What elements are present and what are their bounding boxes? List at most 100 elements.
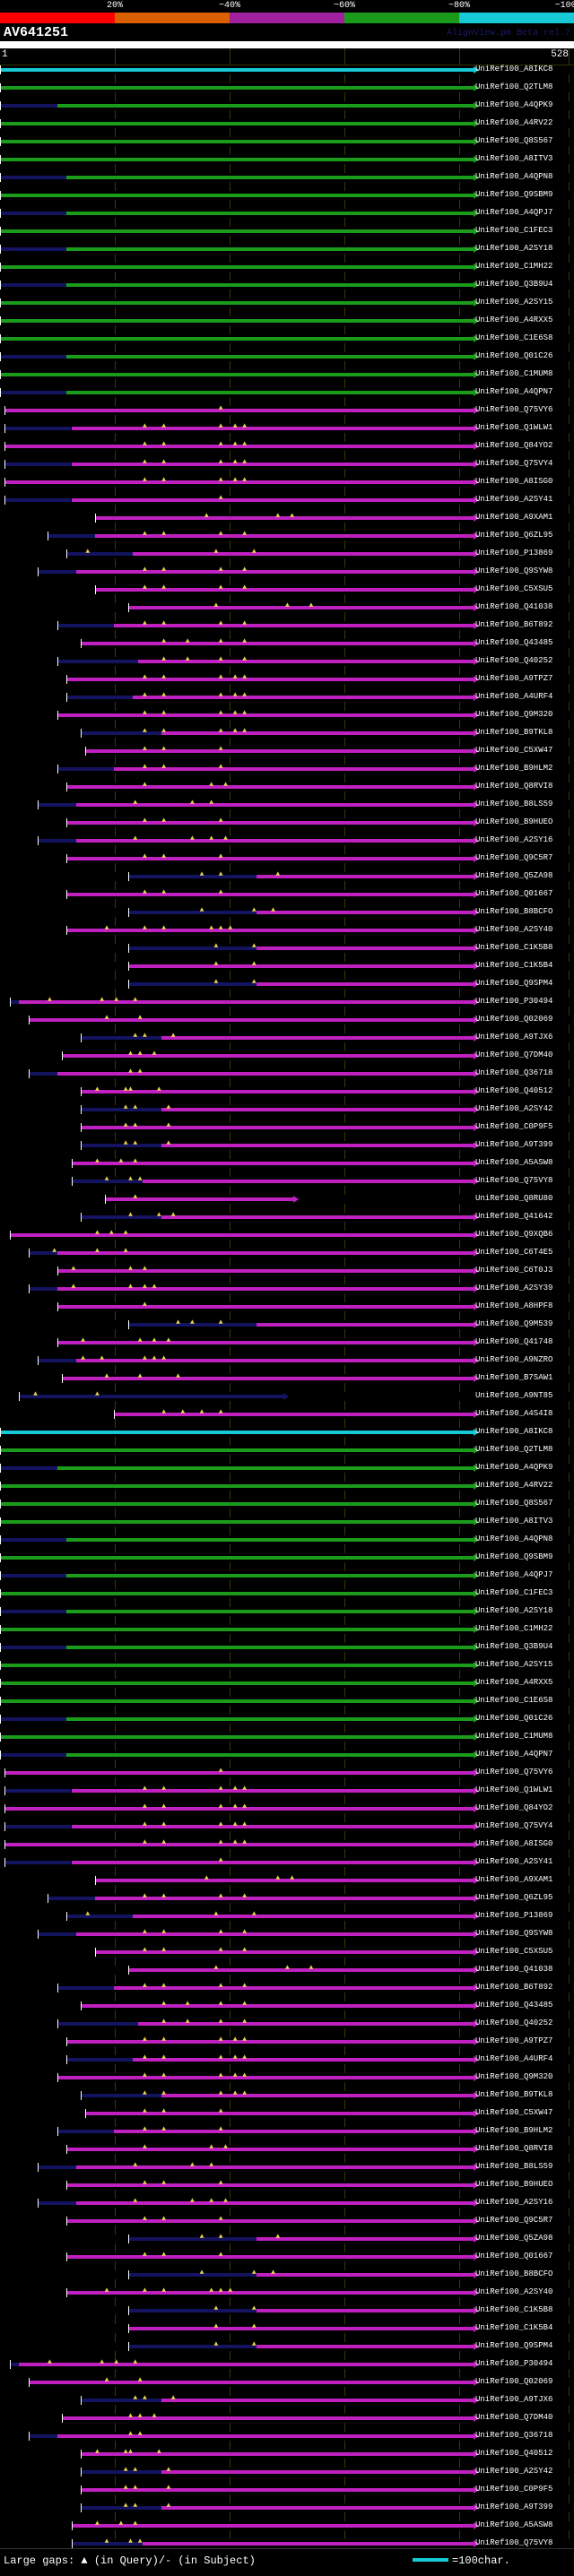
- alignment-row[interactable]: UniRef100_A4QPN8: [0, 173, 574, 182]
- alignment-row[interactable]: ▲ ▲ ▲ UniRef100_P13869: [0, 549, 574, 558]
- alignment-row[interactable]: ▲ UniRef100_Q8RU80: [0, 1195, 574, 1204]
- alignment-row[interactable]: ▲ ▲ ▲ UniRef100_Q8RVI8: [0, 782, 574, 791]
- alignment-row[interactable]: UniRef100_C1E6S8: [0, 334, 574, 343]
- alignment-row[interactable]: ▲ ▲ ▲ UniRef100_A2SY42: [0, 1105, 574, 1114]
- alignment-row[interactable]: UniRef100_A8ITV3: [0, 1517, 574, 1526]
- alignment-row[interactable]: ▲ ▲ ▲ ▲ UniRef100_Q40512: [0, 2450, 574, 2459]
- alignment-row[interactable]: ▲ ▲ ▲ UniRef100_A9TJX6: [0, 1033, 574, 1042]
- alignment-row[interactable]: UniRef100_A4QPK9: [0, 101, 574, 110]
- alignment-row[interactable]: ▲ ▲ ▲ UniRef100_C5XW47: [0, 747, 574, 756]
- alignment-row[interactable]: UniRef100_Q8S567: [0, 1500, 574, 1508]
- alignment-row[interactable]: ▲ ▲ ▲ ▲ UniRef100_C5XSU5: [0, 1948, 574, 1957]
- alignment-row[interactable]: ▲ ▲ ▲ UniRef100_B9HUEO: [0, 818, 574, 827]
- alignment-row[interactable]: ▲ ▲ ▲ UniRef100_Q41038: [0, 603, 574, 612]
- alignment-row[interactable]: ▲ ▲ ▲ ▲ UniRef100_Q6ZL95: [0, 1894, 574, 1903]
- alignment-row[interactable]: ▲ ▲ ▲ ▲ UniRef100_Q40252: [0, 657, 574, 666]
- alignment-row[interactable]: ▲ ▲ UniRef100_Q9SPM4: [0, 2342, 574, 2351]
- alignment-row[interactable]: UniRef100_A2SY18: [0, 1607, 574, 1616]
- alignment-row[interactable]: ▲ ▲ ▲ UniRef100_Q41038: [0, 1966, 574, 1975]
- alignment-row[interactable]: UniRef100_Q2TLM8: [0, 83, 574, 92]
- alignment-row[interactable]: UniRef100_A4RV22: [0, 119, 574, 128]
- alignment-row[interactable]: ▲ ▲ ▲ UniRef100_A9XAM1: [0, 514, 574, 523]
- alignment-row[interactable]: UniRef100_C1FEC3: [0, 1589, 574, 1598]
- alignment-row[interactable]: ▲ ▲ ▲ ▲ ▲ UniRef100_Q1WLW1: [0, 1786, 574, 1795]
- alignment-row[interactable]: ▲ ▲ ▲ ▲ ▲ ▲ UniRef100_A2SY40: [0, 926, 574, 935]
- alignment-row[interactable]: ▲ ▲ ▲ ▲ UniRef100_Q41748: [0, 1338, 574, 1347]
- alignment-row[interactable]: UniRef100_Q2TLM8: [0, 1446, 574, 1455]
- alignment-row[interactable]: UniRef100_A2SY15: [0, 298, 574, 307]
- alignment-row[interactable]: ▲ ▲ ▲ ▲ ▲ UniRef100_A4URF4: [0, 2055, 574, 2064]
- alignment-row[interactable]: ▲ ▲ ▲ UniRef100_Q01667: [0, 890, 574, 899]
- alignment-row[interactable]: UniRef100_A4QPN8: [0, 1535, 574, 1544]
- alignment-row[interactable]: ▲ ▲ ▲ ▲ UniRef100_B6T892: [0, 621, 574, 630]
- alignment-row[interactable]: ▲ ▲ ▲ ▲ ▲ UniRef100_A8ISG0: [0, 1840, 574, 1849]
- alignment-row[interactable]: ▲ ▲ ▲ UniRef100_C5XW47: [0, 2109, 574, 2118]
- alignment-row[interactable]: ▲ ▲ ▲ ▲ ▲ UniRef100_A8ISG0: [0, 478, 574, 487]
- alignment-row[interactable]: ▲ ▲ ▲ ▲ UniRef100_Q9SYW8: [0, 567, 574, 576]
- alignment-row[interactable]: ▲ ▲ ▲ UniRef100_C0P9F5: [0, 1123, 574, 1132]
- alignment-row[interactable]: ▲ ▲ ▲ UniRef100_Q9M539: [0, 1320, 574, 1329]
- alignment-row[interactable]: UniRef100_C1E6S8: [0, 1697, 574, 1706]
- alignment-row[interactable]: ▲ ▲ ▲ UniRef100_B8LS59: [0, 800, 574, 809]
- alignment-row[interactable]: UniRef100_A8IKC8: [0, 1428, 574, 1437]
- alignment-row[interactable]: ▲ ▲ ▲ ▲ UniRef100_P30494: [0, 998, 574, 1007]
- alignment-row[interactable]: ▲ ▲ ▲ UniRef100_Q8RVI8: [0, 2145, 574, 2154]
- alignment-row[interactable]: ▲ ▲ ▲ ▲ UniRef100_B6T892: [0, 1984, 574, 1993]
- alignment-row[interactable]: ▲ ▲ ▲ ▲ ▲ UniRef100_A9NZRO: [0, 1356, 574, 1365]
- alignment-row[interactable]: ▲ ▲ ▲ UniRef100_C0P9F5: [0, 2485, 574, 2494]
- alignment-row[interactable]: UniRef100_A2SY15: [0, 1661, 574, 1670]
- alignment-row[interactable]: ▲ ▲ UniRef100_C1K5B4: [0, 962, 574, 971]
- alignment-row[interactable]: ▲ ▲ ▲ UniRef100_A9T399: [0, 2503, 574, 2512]
- alignment-row[interactable]: ▲ ▲ ▲ ▲ ▲ UniRef100_B9TKL8: [0, 729, 574, 738]
- alignment-row[interactable]: ▲ ▲ ▲ UniRef100_Q41642: [0, 1213, 574, 1222]
- alignment-row[interactable]: UniRef100_A8ITV3: [0, 155, 574, 164]
- alignment-row[interactable]: ▲ ▲ ▲ ▲ ▲ UniRef100_Q84YO2: [0, 442, 574, 451]
- alignment-row[interactable]: UniRef100_A4QPN7: [0, 1750, 574, 1759]
- alignment-row[interactable]: ▲ ▲ ▲ UniRef100_B8LS59: [0, 2163, 574, 2172]
- alignment-row[interactable]: ▲ ▲ UniRef100_Q02069: [0, 2378, 574, 2387]
- alignment-row[interactable]: ▲ ▲ ▲ UniRef100_A9TJX6: [0, 2396, 574, 2405]
- alignment-row[interactable]: UniRef100_A4QPJ7: [0, 209, 574, 218]
- alignment-row[interactable]: ▲ ▲ ▲ UniRef100_Q75VY8: [0, 2539, 574, 2548]
- alignment-row[interactable]: UniRef100_A8IKC8: [0, 65, 574, 74]
- alignment-row[interactable]: ▲ ▲ ▲ ▲ ▲ UniRef100_Q1WLW1: [0, 424, 574, 433]
- alignment-row[interactable]: ▲ ▲ UniRef100_A9NT85: [0, 1392, 574, 1401]
- alignment-row[interactable]: ▲ ▲ UniRef100_Q36718: [0, 2432, 574, 2441]
- alignment-row[interactable]: ▲ ▲ ▲ UniRef100_B7SAW1: [0, 1374, 574, 1383]
- alignment-row[interactable]: UniRef100_Q9SBM9: [0, 191, 574, 200]
- alignment-row[interactable]: ▲ UniRef100_A2SY41: [0, 496, 574, 505]
- alignment-row[interactable]: ▲ ▲ ▲ ▲ ▲ UniRef100_Q84YO2: [0, 1804, 574, 1813]
- alignment-row[interactable]: ▲ ▲ ▲ ▲ ▲ UniRef100_A9TPZ7: [0, 675, 574, 684]
- alignment-row[interactable]: ▲ ▲ ▲ UniRef100_Q5ZA98: [0, 872, 574, 881]
- alignment-row[interactable]: ▲ ▲ ▲ ▲ UniRef100_Q40252: [0, 2019, 574, 2028]
- alignment-row[interactable]: ▲ ▲ ▲ UniRef100_Q5ZA98: [0, 2235, 574, 2243]
- alignment-row[interactable]: ▲ ▲ UniRef100_Q9SPM4: [0, 980, 574, 989]
- alignment-row[interactable]: ▲ ▲ ▲ UniRef100_B8BCFO: [0, 908, 574, 917]
- alignment-row[interactable]: UniRef100_Q3B9U4: [0, 281, 574, 290]
- alignment-row[interactable]: ▲ ▲ ▲ ▲ ▲ UniRef100_A4URF4: [0, 693, 574, 702]
- alignment-row[interactable]: UniRef100_A4RV22: [0, 1482, 574, 1491]
- alignment-row[interactable]: ▲ ▲ ▲ UniRef100_A2SY42: [0, 2468, 574, 2477]
- alignment-row[interactable]: ▲ ▲ UniRef100_Q36718: [0, 1069, 574, 1078]
- alignment-row[interactable]: ▲ ▲ UniRef100_C1K5B4: [0, 2324, 574, 2333]
- alignment-row[interactable]: ▲ ▲ ▲ ▲ ▲ UniRef100_B9TKL8: [0, 2091, 574, 2100]
- alignment-row[interactable]: ▲ ▲ ▲ UniRef100_P13869: [0, 1912, 574, 1921]
- alignment-row[interactable]: ▲ UniRef100_Q75VY6: [0, 406, 574, 415]
- alignment-row[interactable]: ▲ ▲ ▲ UniRef100_A9T399: [0, 1141, 574, 1150]
- alignment-tracks[interactable]: UniRef100_A8IKC8 UniRef100_Q2TLM8 UniRef10…: [0, 65, 574, 2548]
- alignment-row[interactable]: ▲ ▲ ▲ UniRef100_Q9C5R7: [0, 854, 574, 863]
- alignment-row[interactable]: ▲ ▲ ▲ ▲ ▲ UniRef100_Q9M320: [0, 711, 574, 720]
- alignment-row[interactable]: ▲ ▲ ▲ ▲ ▲ UniRef100_Q9M320: [0, 2073, 574, 2082]
- alignment-row[interactable]: UniRef100_A4RXX5: [0, 1679, 574, 1688]
- alignment-row[interactable]: ▲ UniRef100_A8HPF8: [0, 1302, 574, 1311]
- alignment-row[interactable]: ▲ ▲ ▲ ▲ UniRef100_Q9SYW8: [0, 1930, 574, 1939]
- alignment-row[interactable]: UniRef100_A4QPK9: [0, 1464, 574, 1473]
- alignment-row[interactable]: UniRef100_Q8S567: [0, 137, 574, 146]
- alignment-row[interactable]: ▲ ▲ ▲ UniRef100_C6T4E5: [0, 1249, 574, 1258]
- alignment-row[interactable]: ▲ ▲ ▲ UniRef100_A9XAM1: [0, 1876, 574, 1885]
- alignment-row[interactable]: ▲ ▲ ▲ UniRef100_B9HUEO: [0, 2181, 574, 2190]
- alignment-row[interactable]: ▲ ▲ ▲ UniRef100_Q9C5R7: [0, 2217, 574, 2226]
- alignment-row[interactable]: UniRef100_C1FEC3: [0, 227, 574, 236]
- alignment-row[interactable]: UniRef100_Q3B9U4: [0, 1643, 574, 1652]
- alignment-row[interactable]: ▲ ▲ ▲ ▲ UniRef100_C5XSU5: [0, 585, 574, 594]
